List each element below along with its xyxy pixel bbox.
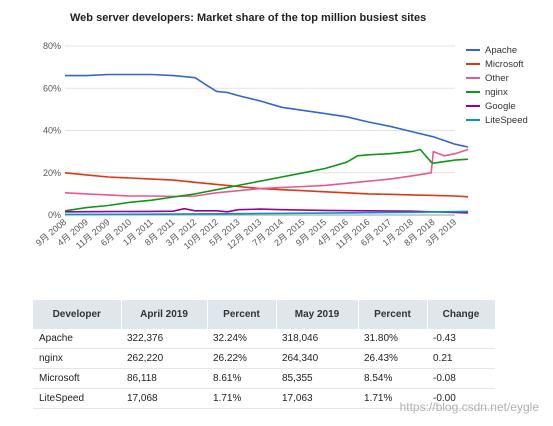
table-cell: 26.22% <box>207 348 276 369</box>
table-cell: -0.08 <box>427 368 495 389</box>
y-tick-labels: 0% 20% 40% 60% 80% <box>43 41 61 220</box>
series-line-apache <box>65 73 469 148</box>
table-body: Apache 322,376 32.24% 318,046 31.80% -0.43 ngi… <box>33 329 495 409</box>
table-cell: nginx <box>33 348 121 369</box>
table-cell: 1.71% <box>358 388 427 409</box>
y-tick-label: 40% <box>43 126 61 136</box>
table-header-cell: Developer <box>33 300 122 329</box>
y-tick-label: 80% <box>43 41 61 51</box>
table-cell: 31.80% <box>358 329 427 349</box>
table-cell: 26.43% <box>358 348 427 369</box>
market-share-table: Developer April 2019 Percent May 2019 Percen… <box>33 300 496 409</box>
legend-label-microsoft: Microsoft <box>485 59 524 70</box>
table-header-cell: May 2019 <box>276 300 359 329</box>
table-cell: LiteSpeed <box>33 388 121 409</box>
table-cell: 32.24% <box>207 329 276 349</box>
chart-title: Web server developers: Market share of t… <box>70 12 427 24</box>
table-cell: 262,220 <box>121 348 207 369</box>
table-row: Microsoft 86,118 8.61% 85,355 8.54% -0.08 <box>33 368 495 389</box>
series-line-nginx <box>64 148 469 212</box>
legend-label-google: Google <box>485 101 516 112</box>
y-tick-label: 20% <box>43 168 61 178</box>
table-cell: 8.54% <box>358 368 427 389</box>
table-header-row: Developer April 2019 Percent May 2019 Percen… <box>33 300 496 329</box>
legend-label-litespeed: LiteSpeed <box>485 115 528 126</box>
table-header-cell: Change <box>427 300 496 329</box>
table-row: LiteSpeed 17,068 1.71% 17,063 1.71% -0.00 <box>33 388 495 409</box>
y-tick-label: 0% <box>48 210 61 220</box>
legend-label-nginx: nginx <box>485 87 508 98</box>
table-cell: Microsoft <box>33 368 121 389</box>
table-row: Apache 322,376 32.24% 318,046 31.80% -0.43 <box>33 329 495 349</box>
series-line-litespeed <box>64 210 469 216</box>
table-cell: 17,068 <box>121 388 207 409</box>
series-line-google <box>64 207 469 214</box>
legend: Apache Microsoft Other nginx Google LiteSpeed <box>466 45 528 126</box>
table-cell: 264,340 <box>276 348 358 369</box>
table-cell: -0.43 <box>427 329 495 349</box>
table-cell: 318,046 <box>276 329 358 349</box>
table-header-cell: April 2019 <box>121 300 208 329</box>
table-header-cell: Percent <box>358 300 428 329</box>
table-cell: 0.21 <box>427 348 495 369</box>
legend-label-apache: Apache <box>485 45 517 56</box>
watermark: https://blog.csdn.net/eygle <box>399 400 539 414</box>
table-cell: 86,118 <box>121 368 207 389</box>
table-cell: 17,063 <box>276 388 358 409</box>
table-header-cell: Percent <box>207 300 277 329</box>
legend-label-other: Other <box>485 73 509 84</box>
table-cell: Apache <box>33 329 121 349</box>
table-cell: 8.61% <box>207 368 276 389</box>
table-cell: 85,355 <box>276 368 358 389</box>
table-cell: -0.00 <box>427 388 495 409</box>
table-cell: 1.71% <box>207 388 276 409</box>
series-line-microsoft <box>64 172 469 198</box>
table-cell: 322,376 <box>121 329 207 349</box>
gridlines <box>65 45 455 216</box>
table-row: nginx 262,220 26.22% 264,340 26.43% 0.21 <box>33 348 495 369</box>
series-lines <box>64 73 469 216</box>
y-tick-label: 60% <box>43 83 61 93</box>
